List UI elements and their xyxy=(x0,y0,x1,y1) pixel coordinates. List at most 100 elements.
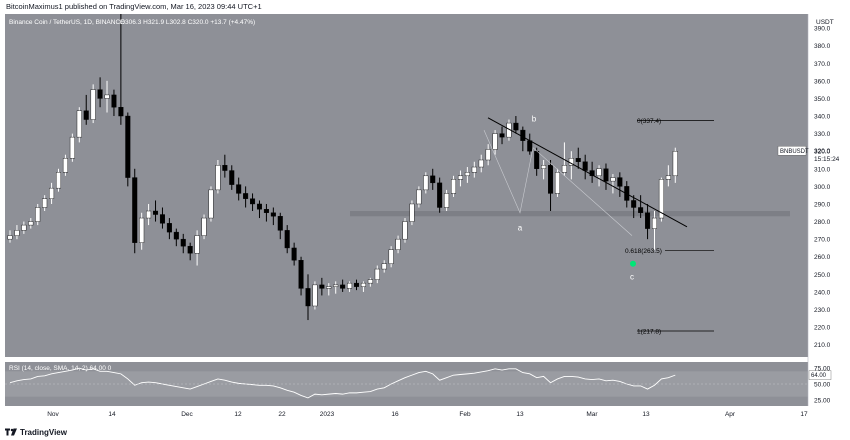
candle-body xyxy=(596,168,602,177)
candle-body xyxy=(153,210,159,215)
candle-body xyxy=(457,175,463,180)
candle-body xyxy=(83,110,89,120)
candle-body xyxy=(326,286,332,289)
trendline xyxy=(487,117,688,228)
candle-body xyxy=(28,221,34,226)
wave-label-a: a xyxy=(518,223,523,232)
time-tick: 2023 xyxy=(320,411,335,418)
price-tick: 390.0 xyxy=(814,26,831,33)
time-tick: Nov xyxy=(47,411,59,418)
price-tick: 270.0 xyxy=(814,237,831,244)
candle-body xyxy=(638,207,644,213)
candle-body xyxy=(56,172,62,189)
time-axis-bg xyxy=(0,406,850,424)
price-axis-bg xyxy=(808,14,850,406)
rsi-value-label: 64.00 xyxy=(811,373,827,379)
candle-body xyxy=(270,212,276,217)
candle-body xyxy=(631,200,637,208)
candle-body xyxy=(499,133,505,138)
time-tick: 16 xyxy=(391,411,399,418)
candle-body xyxy=(430,175,436,184)
candle-body xyxy=(582,161,588,171)
tradingview-logo-icon xyxy=(5,428,17,435)
price-tick: 320.0 xyxy=(814,149,831,156)
rsi-value-box xyxy=(808,370,832,380)
ohlc-values: O306.3 H321.9 L302.8 C320.0 +13.7 (+4.47… xyxy=(120,19,255,26)
rsi-line xyxy=(9,367,676,399)
candle-body xyxy=(62,158,68,173)
candle-body xyxy=(561,165,567,173)
candle-body xyxy=(603,168,609,182)
candle-body xyxy=(180,238,186,247)
candle-body xyxy=(42,198,48,208)
candle-body xyxy=(651,217,657,229)
rsi-tick: 75.00 xyxy=(814,366,831,373)
candle-body xyxy=(49,187,55,199)
candle-body xyxy=(354,282,360,287)
candle-body xyxy=(541,165,547,169)
time-tick: 13 xyxy=(516,411,524,418)
time-tick: 17 xyxy=(800,411,808,418)
price-tick: 290.0 xyxy=(814,201,831,208)
candle-body xyxy=(444,193,450,208)
price-tick: 210.0 xyxy=(814,342,831,349)
candle-body xyxy=(139,217,145,243)
candle-body xyxy=(395,238,401,250)
time-tick: Feb xyxy=(459,411,471,418)
candle-body xyxy=(250,198,256,205)
time-tick: 14 xyxy=(108,411,116,418)
candle-body xyxy=(14,230,20,236)
candle-body xyxy=(187,245,193,254)
candle-body xyxy=(69,136,75,159)
candle-body xyxy=(520,129,526,141)
candle-body xyxy=(471,166,477,173)
candle-body xyxy=(236,184,242,194)
candle-body xyxy=(256,203,262,210)
wave-path xyxy=(483,129,633,236)
fib-label: 1(217.8) xyxy=(637,328,661,335)
footer: TradingView xyxy=(0,424,850,440)
candle-body xyxy=(243,193,249,199)
candle-body xyxy=(159,214,165,224)
candle-body xyxy=(291,247,297,261)
candle-body xyxy=(360,282,366,287)
price-tick: 300.0 xyxy=(814,184,831,191)
price-tick: 250.0 xyxy=(814,272,831,279)
candle-body xyxy=(118,107,124,117)
candle-body xyxy=(146,210,152,219)
candle-body xyxy=(97,89,103,99)
candle-body xyxy=(367,279,373,284)
candle-body xyxy=(534,150,540,169)
price-tick: 240.0 xyxy=(814,289,831,296)
time-tick: Dec xyxy=(181,411,193,418)
candle-body xyxy=(381,263,387,270)
candle-body xyxy=(658,179,664,219)
candle-body xyxy=(215,165,221,191)
candle-body xyxy=(665,175,671,180)
wave-c-marker xyxy=(630,260,636,267)
price-tick: 280.0 xyxy=(814,219,831,226)
time-tick: 22 xyxy=(278,411,286,418)
candle-body xyxy=(478,159,484,168)
price-tick: 310.0 xyxy=(814,166,831,173)
price-tick: 260.0 xyxy=(814,254,831,261)
candle-body xyxy=(35,207,41,222)
candle-body xyxy=(132,177,138,243)
candle-body xyxy=(617,177,623,187)
rsi-tick: 25.00 xyxy=(814,397,831,404)
candle-body xyxy=(672,150,678,177)
candle-body xyxy=(464,172,470,177)
axis-unit: USDT xyxy=(816,19,834,26)
candle-body xyxy=(208,189,214,219)
rsi-tick: 50.00 xyxy=(814,382,831,389)
rsi-legend: RSI (14, close, SMA, 14, 2) 64.00 0 xyxy=(9,365,112,372)
time-tick: 12 xyxy=(234,411,242,418)
candle-body xyxy=(166,223,172,233)
price-chart[interactable]: 0(337.4) 0.618(263.5) 1(217.8) a b c Binance C… xyxy=(0,0,850,424)
candle-body xyxy=(423,175,429,191)
candle-body xyxy=(277,216,283,231)
candle-body xyxy=(645,212,651,229)
candle-body xyxy=(333,284,339,287)
candle-body xyxy=(104,94,110,99)
candle-body xyxy=(76,110,82,138)
